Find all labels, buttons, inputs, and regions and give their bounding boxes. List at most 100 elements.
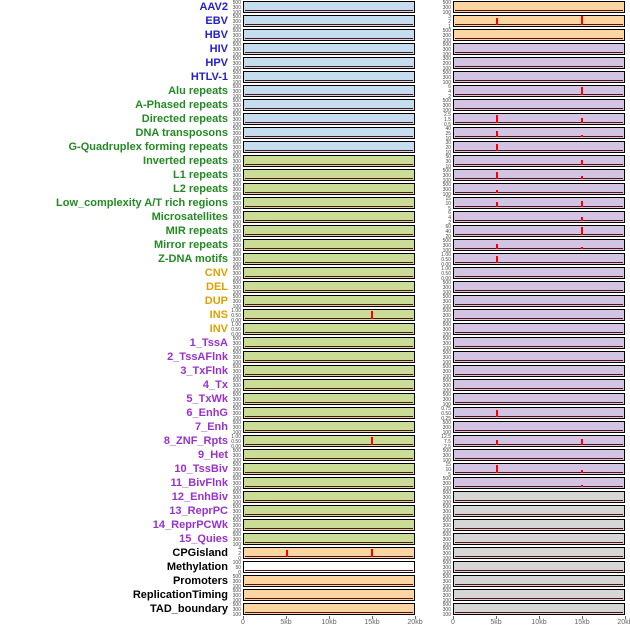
mini-signal-track: [243, 561, 415, 573]
y-tick-label: 300: [442, 397, 451, 403]
y-axis-tick-labels: 500 300 100: [227, 155, 241, 170]
signal-baseline: [245, 122, 413, 123]
y-axis-tick-labels: 500 300 100: [227, 477, 241, 492]
y-axis-tick-labels: 12.5 7.5 2.5: [437, 435, 451, 450]
x-tick-mark: [329, 616, 330, 619]
row-label: HBV: [204, 29, 228, 41]
left-track-cell: 500 300 100: [233, 407, 415, 422]
y-tick-label: 300: [232, 117, 241, 123]
y-tick-label: 500: [442, 560, 451, 566]
signal-baseline: [245, 472, 413, 473]
mini-signal-track: [453, 337, 625, 349]
signal-peak-spike: [495, 244, 498, 249]
y-tick-label: 6: [448, 84, 451, 90]
mini-signal-track: [453, 365, 625, 377]
y-tick-label: 15: [445, 196, 451, 202]
track-row: Methylation 100 50 0 500 300 100: [0, 560, 630, 576]
y-tick-label: 300: [232, 145, 241, 151]
y-tick-label: 100: [442, 528, 451, 534]
signal-baseline: [455, 556, 623, 557]
y-tick-label: 300: [442, 187, 451, 193]
x-tick-label: 15kb: [574, 619, 590, 626]
signal-peak-spike: [370, 437, 373, 445]
y-tick-label: 300: [442, 593, 451, 599]
mini-signal-track: [243, 533, 415, 545]
mini-signal-track: [453, 1, 625, 13]
signal-baseline: [455, 94, 623, 95]
row-label: 9_Het: [198, 449, 228, 461]
track-row: TAD_boundary 500 300 100 500 300 100: [0, 602, 630, 618]
x-tick-mark: [496, 616, 497, 619]
signal-baseline: [245, 486, 413, 487]
y-tick-label: 500: [442, 420, 451, 426]
y-tick-label: 0: [238, 556, 241, 562]
y-tick-label: 500: [232, 126, 241, 132]
y-axis-tick-labels: 500 300 100: [437, 99, 451, 114]
y-tick-label: 100: [442, 458, 451, 464]
mini-signal-track: [243, 267, 415, 279]
y-tick-label: 300: [232, 467, 241, 473]
signal-baseline: [455, 192, 623, 193]
y-tick-label: 4: [448, 215, 451, 221]
y-tick-label: 500: [232, 28, 241, 34]
y-tick-label: 500: [232, 518, 241, 524]
y-tick-label: 100: [232, 276, 241, 282]
y-axis-tick-labels: 500 300 100: [437, 365, 451, 380]
mini-signal-track: [243, 57, 415, 69]
y-axis-tick-labels: 500 300 100: [437, 239, 451, 254]
row-label: Z-DNA motifs: [158, 253, 228, 265]
y-axis-tick-labels: 1.00 0.50 0.00: [227, 308, 241, 324]
y-axis-tick-labels: 500 300 100: [227, 491, 241, 506]
y-tick-label: 500: [442, 182, 451, 188]
y-tick-label: 100: [232, 528, 241, 534]
left-track-cell: 500 300 100: [233, 29, 415, 44]
signal-baseline: [245, 304, 413, 305]
signal-baseline: [455, 234, 623, 235]
x-tick-label: 5kb: [280, 619, 292, 626]
track-row: 13_ReprPC 500 300 100 500 300 100: [0, 504, 630, 520]
y-tick-label: 1.00: [231, 308, 241, 314]
y-tick-label: 300: [442, 495, 451, 501]
mini-signal-track: [453, 15, 625, 27]
y-axis-tick-labels: 500 300 100: [227, 211, 241, 226]
signal-baseline: [455, 598, 623, 599]
y-tick-label: 300: [232, 355, 241, 361]
mini-signal-track: [243, 379, 415, 391]
signal-baseline: [455, 122, 623, 123]
signal-peak-spike: [580, 16, 583, 25]
row-label: L2 repeats: [172, 183, 228, 195]
y-tick-label: 500: [232, 420, 241, 426]
y-tick-label: 500: [232, 588, 241, 594]
signal-peak-spike: [580, 247, 583, 249]
x-tick-label: 0: [241, 619, 245, 626]
y-tick-label: 30: [445, 159, 451, 165]
y-tick-label: 1.00: [441, 266, 451, 272]
mini-signal-track: [453, 113, 625, 125]
signal-baseline: [245, 52, 413, 53]
signal-baseline: [455, 220, 623, 221]
y-tick-label: 200: [442, 61, 451, 67]
mini-signal-track: [243, 183, 415, 195]
y-tick-label: 300: [442, 481, 451, 487]
signal-peak-spike: [580, 484, 583, 487]
y-tick-label: 300: [442, 285, 451, 291]
mini-signal-track: [453, 211, 625, 223]
y-tick-label: 300: [442, 327, 451, 333]
y-tick-label: 100: [232, 262, 241, 268]
y-tick-label: 100: [232, 486, 241, 492]
y-axis-tick-labels: 500 300 100: [437, 281, 451, 296]
mini-signal-track: [453, 295, 625, 307]
y-tick-label: 300: [232, 593, 241, 599]
row-label: 6_EnhG: [186, 407, 228, 419]
track-row: ReplicationTiming 500 300 100 500 300 100: [0, 588, 630, 604]
y-axis-tick-labels: 0.75 0.50 0.25: [437, 407, 451, 422]
signal-baseline: [245, 108, 413, 109]
signal-baseline: [245, 24, 413, 25]
y-axis-tick-labels: 500 300 100: [227, 365, 241, 380]
y-tick-label: 100: [442, 248, 451, 254]
y-tick-label: 500: [442, 588, 451, 594]
y-tick-label: 1: [448, 24, 451, 30]
y-axis-tick-labels: 500 300 100: [227, 57, 241, 72]
